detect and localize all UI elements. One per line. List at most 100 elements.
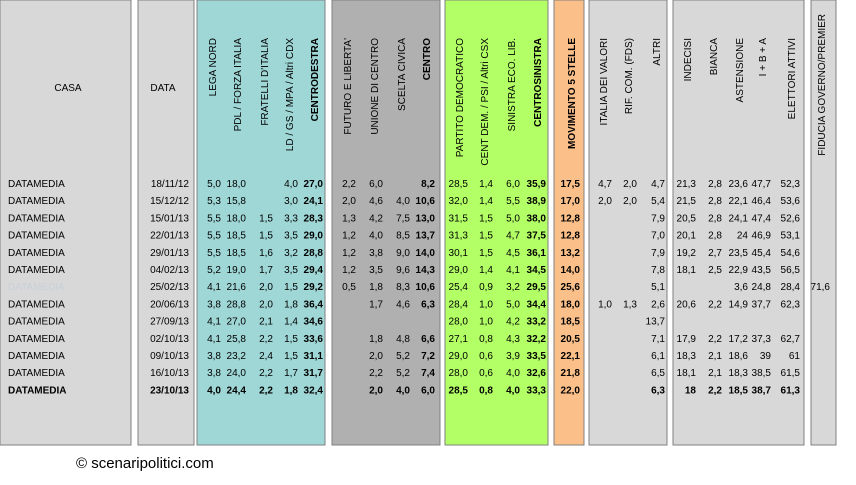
cell-value: 0,8 xyxy=(479,385,493,396)
cell-value: 1,6 xyxy=(259,248,273,259)
cell-value: 0,9 xyxy=(479,282,493,293)
cell-casa: DATAMEDIA xyxy=(8,351,65,362)
cell-value: 5,2 xyxy=(207,265,221,276)
cell-value: 2,1 xyxy=(259,317,273,328)
cell-value: 31,7 xyxy=(304,368,324,379)
cell-value: 18,1 xyxy=(677,368,697,379)
cell-value: 4,5 xyxy=(506,248,520,259)
cell-value: 2,1 xyxy=(708,351,722,362)
cell-value: 4,0 xyxy=(369,231,383,242)
cell-value: 14,9 xyxy=(729,299,749,310)
cell-value: 32,4 xyxy=(304,385,324,396)
column-header: ASTENSIONE xyxy=(735,38,746,103)
cell-value: 2,2 xyxy=(259,334,273,345)
cell-value: 61,5 xyxy=(781,368,801,379)
cell-value: 6,0 xyxy=(369,179,383,190)
cell-value: 46,4 xyxy=(752,196,772,207)
cell-value: 18 xyxy=(685,385,697,396)
cell-value: 47,7 xyxy=(752,179,772,190)
cell-value: 3,8 xyxy=(207,351,221,362)
column-header: CENT DEM. / PSI / Altri CSX xyxy=(480,38,491,166)
cell-value: 2,2 xyxy=(259,385,273,396)
cell-value: 19,0 xyxy=(227,265,247,276)
cell-value: 62,3 xyxy=(781,299,801,310)
cell-value: 6,3 xyxy=(651,385,665,396)
cell-casa: DATAMEDIA xyxy=(8,282,65,293)
cell-value: 29,0 xyxy=(449,351,469,362)
cell-value: 29,4 xyxy=(304,265,324,276)
cell-value: 6,1 xyxy=(651,351,665,362)
column-header: FIDUCIA GOVERNO/PREMIER xyxy=(817,14,828,156)
cell-value: 1,8 xyxy=(284,385,298,396)
panel-m5s xyxy=(553,0,585,446)
cell-value: 24,4 xyxy=(227,385,247,396)
column-header: ALTRI xyxy=(652,38,663,66)
cell-value: 23,6 xyxy=(729,179,749,190)
cell-data: 27/09/13 xyxy=(150,317,189,328)
cell-value: 7,5 xyxy=(396,213,410,224)
cell-value: 30,1 xyxy=(449,248,469,259)
cell-value: 7,1 xyxy=(651,334,665,345)
cell-value: 24,1 xyxy=(304,196,324,207)
cell-value: 1,4 xyxy=(479,179,493,190)
column-header: SCELTA CIVICA xyxy=(397,38,408,111)
column-header: PDL / FORZA ITALIA xyxy=(233,38,244,132)
cell-data: 23/10/13 xyxy=(150,385,189,396)
cell-value: 4,6 xyxy=(396,299,410,310)
cell-value: 54,6 xyxy=(781,248,801,259)
cell-value: 1,5 xyxy=(284,282,298,293)
cell-value: 22,0 xyxy=(561,385,581,396)
cell-value: 1,5 xyxy=(479,213,493,224)
cell-value: 31,3 xyxy=(449,231,469,242)
cell-value: 27,0 xyxy=(227,317,247,328)
cell-value: 5,5 xyxy=(207,248,221,259)
cell-value: 4,1 xyxy=(207,282,221,293)
cell-value: 71,6 xyxy=(811,282,831,293)
cell-value: 24,8 xyxy=(752,282,772,293)
cell-value: 4,1 xyxy=(506,265,520,276)
cell-value: 7,0 xyxy=(651,231,665,242)
cell-value: 7,9 xyxy=(651,213,665,224)
cell-value: 47,4 xyxy=(752,213,772,224)
cell-value: 1,5 xyxy=(284,351,298,362)
cell-value: 12,8 xyxy=(561,231,581,242)
cell-value: 33,2 xyxy=(527,317,547,328)
column-header: LD / GS / MPA / Altri CDX xyxy=(285,38,296,152)
panel-centro xyxy=(331,0,441,446)
cell-value: 34,4 xyxy=(527,299,547,310)
cell-value: 27,0 xyxy=(304,179,324,190)
cell-value: 25,8 xyxy=(227,334,247,345)
cell-value: 7,4 xyxy=(421,368,435,379)
cell-value: 1,7 xyxy=(284,368,298,379)
column-header: FRATELLI D'ITALIA xyxy=(260,38,271,126)
cell-value: 61 xyxy=(789,351,801,362)
cell-value: 2,5 xyxy=(708,265,722,276)
cell-value: 36,1 xyxy=(527,248,547,259)
cell-value: 45,4 xyxy=(752,248,772,259)
cell-value: 4,2 xyxy=(506,317,520,328)
panel-data xyxy=(137,0,195,446)
cell-value: 52,3 xyxy=(781,179,801,190)
cell-value: 3,2 xyxy=(284,248,298,259)
cell-value: 24 xyxy=(737,231,749,242)
cell-value: 18,0 xyxy=(227,213,247,224)
cell-value: 5,1 xyxy=(651,282,665,293)
cell-value: 7,9 xyxy=(651,248,665,259)
cell-value: 4,7 xyxy=(598,179,612,190)
cell-value: 28,8 xyxy=(304,248,324,259)
column-header: PARTITO DEMOCRATICO xyxy=(455,38,466,157)
cell-casa: DATAMEDIA xyxy=(8,248,65,259)
cell-value: 8,3 xyxy=(396,282,410,293)
cell-value: 18,5 xyxy=(227,231,247,242)
cell-value: 1,8 xyxy=(369,334,383,345)
cell-value: 36,4 xyxy=(304,299,324,310)
cell-value: 29,5 xyxy=(527,282,547,293)
cell-value: 2,2 xyxy=(259,368,273,379)
cell-value: 18,5 xyxy=(729,385,749,396)
column-header: ELETTORI ATTIVI xyxy=(787,38,798,119)
cell-value: 13,7 xyxy=(646,317,666,328)
cell-value: 43,5 xyxy=(752,265,772,276)
cell-value: 2,0 xyxy=(259,299,273,310)
cell-value: 1,5 xyxy=(284,334,298,345)
cell-value: 20,6 xyxy=(677,299,697,310)
